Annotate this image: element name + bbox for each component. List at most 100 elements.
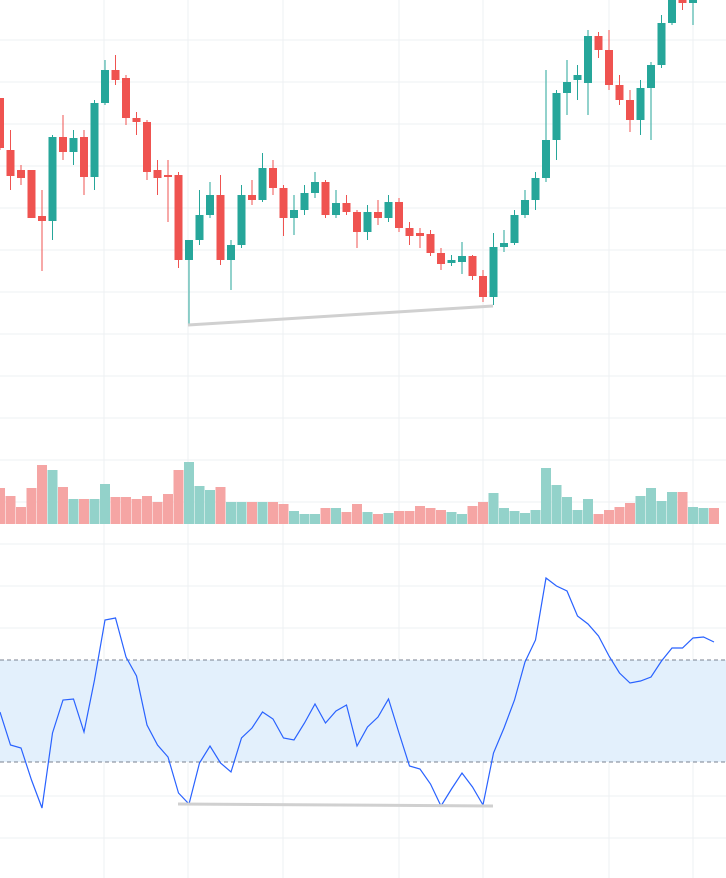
candle-body [615, 85, 624, 100]
volume-bar [677, 492, 688, 524]
volume-bar [646, 488, 656, 524]
volume-bar [572, 510, 583, 524]
volume-bar [583, 499, 593, 524]
candle-body [563, 82, 571, 93]
volume-bar [194, 486, 205, 524]
candle-body [605, 50, 613, 85]
candle-body [59, 137, 67, 152]
volume-bar [625, 503, 635, 524]
candle-body [206, 195, 214, 215]
volume-bar [257, 502, 268, 524]
volume-bar [5, 496, 16, 524]
volume-bar [698, 508, 709, 524]
volume-bar [320, 508, 331, 524]
candle-body [69, 138, 78, 152]
candle-body [678, 0, 687, 3]
rsi-line [0, 576, 715, 809]
candle-body [584, 36, 592, 83]
volume-bar [667, 492, 677, 524]
volume-bar [16, 507, 26, 524]
candle-body [290, 210, 298, 218]
candle-body [279, 188, 288, 218]
candle-body [573, 75, 582, 80]
candle-body [90, 103, 99, 177]
volume-bar [152, 502, 163, 524]
candle-body [185, 240, 193, 260]
volume-bar [173, 470, 184, 524]
trend-line [177, 802, 494, 808]
volume-bar [100, 484, 110, 524]
candle-body [122, 78, 130, 118]
volume-bar [58, 487, 68, 524]
candle-body [332, 203, 340, 215]
volume-bar [163, 494, 173, 524]
candle-body [321, 182, 330, 215]
volume-bar [415, 506, 425, 524]
candle-body [258, 168, 267, 200]
candle-body [647, 65, 655, 88]
volume-bar [68, 499, 79, 524]
volume-bar [520, 513, 530, 524]
volume-bar [331, 508, 341, 524]
candle-body [594, 36, 603, 50]
volume-bar [184, 462, 194, 524]
volume-bar [268, 502, 278, 524]
candle-body [552, 93, 561, 140]
trend-line [187, 304, 494, 327]
volume-bar [446, 512, 457, 524]
volume-bar [226, 502, 236, 524]
candle-body [636, 88, 645, 120]
candle-body [342, 203, 351, 212]
candle-body [353, 212, 361, 232]
rsi-band [0, 660, 726, 762]
candle-body [479, 276, 487, 297]
candle-body [311, 182, 319, 193]
volume-bar [425, 508, 436, 524]
volume-bar [614, 507, 625, 524]
candle-body [458, 256, 466, 262]
candle-body [101, 70, 109, 103]
candle-body [363, 212, 372, 232]
candle-body [521, 200, 529, 215]
volume-bar [341, 512, 352, 524]
volume-bar [110, 497, 121, 524]
volume-bar [394, 511, 404, 524]
volume-bar [79, 499, 89, 524]
volume-bar [404, 511, 415, 524]
volume-bar [215, 487, 226, 524]
candle-body [80, 137, 88, 177]
volume-bar [142, 496, 152, 524]
candle-body [395, 202, 403, 228]
volume-bar [593, 514, 604, 524]
volume-bar [541, 468, 551, 524]
volume-bar [289, 511, 299, 524]
volume-bar [530, 510, 541, 524]
volume-bar [352, 504, 362, 524]
candle-body [48, 137, 57, 221]
marks [0, 0, 726, 809]
candle-body [237, 195, 246, 245]
volume-bar [688, 507, 698, 524]
candle-body [38, 216, 46, 221]
volume-bar [0, 488, 5, 524]
volume-bar [499, 508, 509, 524]
candle-body [269, 168, 277, 188]
candle-body [6, 150, 15, 176]
candle-body [657, 23, 666, 65]
volume-bar [37, 465, 47, 524]
volume-bar [656, 501, 667, 524]
candle-body [0, 98, 4, 148]
candle-body [489, 247, 498, 297]
volume-bar [709, 508, 719, 524]
volume-bar [457, 514, 467, 524]
volume-bar [604, 510, 614, 524]
candle-body [227, 245, 235, 260]
volume-bar [373, 514, 383, 524]
candle-body [216, 195, 225, 260]
candle-body [437, 253, 445, 264]
volume-bar [205, 490, 215, 524]
candle-body [384, 202, 393, 218]
volume-bar [551, 485, 562, 524]
volume-bar [121, 497, 131, 524]
